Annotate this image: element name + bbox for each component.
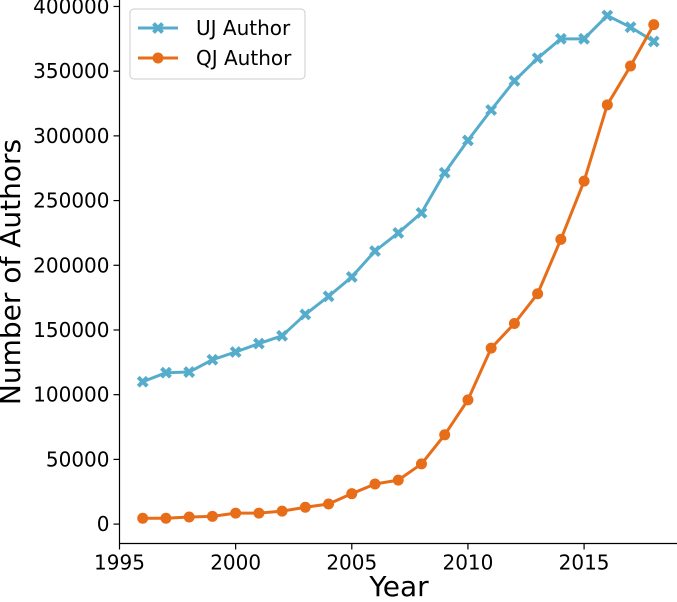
data-point-uj-author [299, 308, 312, 321]
y-tick-label: 0 [97, 512, 110, 536]
x-tick-label: 1995 [94, 551, 145, 575]
data-point-qj-author [323, 498, 335, 510]
data-point-qj-author [276, 505, 288, 517]
data-point-qj-author [555, 233, 567, 245]
data-point-qj-author [578, 175, 590, 187]
data-point-qj-author [346, 488, 358, 500]
data-point-qj-author [625, 60, 637, 72]
y-axis-title: Number of Authors [0, 139, 27, 405]
data-point-uj-author [183, 366, 196, 378]
x-tick-label: 2015 [559, 551, 610, 575]
y-tick-label: 200000 [33, 253, 109, 277]
legend-label-uj-author: UJ Author [196, 16, 291, 40]
series-layer [136, 9, 660, 524]
data-point-uj-author [508, 74, 521, 87]
data-point-uj-author [485, 104, 498, 116]
data-point-uj-author [345, 271, 358, 283]
data-point-qj-author [137, 512, 149, 524]
x-axis-title: Year [368, 570, 429, 602]
data-point-uj-author [554, 32, 567, 45]
data-point-qj-author [369, 478, 381, 490]
data-point-qj-author [648, 19, 660, 31]
y-tick-label: 250000 [33, 189, 109, 213]
data-point-qj-author [415, 458, 427, 470]
data-point-qj-author [230, 507, 242, 519]
data-point-uj-author [136, 375, 149, 388]
data-point-uj-author [160, 366, 172, 379]
legend-entries: UJ Author QJ Author [138, 16, 292, 70]
data-point-uj-author [322, 290, 335, 303]
data-point-qj-author [160, 512, 172, 524]
y-ticks: 0 50000 100000 150000 200000 250000 300000 3500… [33, 0, 120, 536]
data-point-uj-author [252, 337, 265, 350]
data-point-qj-author [532, 288, 544, 300]
data-point-uj-author [578, 32, 590, 45]
data-point-qj-author [439, 429, 451, 441]
legend-marker-qj-author [152, 52, 164, 64]
data-point-uj-author [369, 245, 381, 257]
data-point-uj-author [229, 346, 242, 358]
data-point-qj-author [462, 394, 474, 406]
x-tick-label: 2010 [442, 551, 493, 575]
data-point-qj-author [206, 510, 218, 522]
data-point-uj-author [462, 134, 474, 147]
y-tick-label: 100000 [33, 383, 109, 407]
data-point-uj-author [392, 227, 405, 239]
legend-marker-uj-author [152, 22, 164, 34]
y-tick-label: 300000 [33, 124, 109, 148]
y-tick-label: 350000 [33, 59, 109, 83]
data-point-qj-author [601, 99, 613, 111]
y-tick-label: 50000 [46, 447, 110, 471]
data-point-uj-author [438, 166, 451, 179]
data-point-qj-author [392, 474, 404, 486]
data-point-uj-author [276, 329, 289, 342]
data-point-qj-author [485, 342, 497, 354]
y-tick-label: 400000 [33, 0, 109, 18]
data-point-uj-author [647, 35, 660, 48]
data-point-uj-author [601, 9, 614, 22]
data-point-qj-author [508, 318, 520, 330]
legend: UJ Author QJ Author [129, 8, 306, 80]
plot-area: 0 50000 100000 150000 200000 250000 300000 3500… [33, 0, 677, 575]
series-line-qj-author [142, 23, 656, 520]
data-point-uj-author [531, 52, 544, 65]
data-point-qj-author [253, 507, 265, 519]
x-tick-label: 2005 [326, 551, 377, 575]
data-point-qj-author [299, 501, 311, 513]
x-tick-label: 2000 [210, 551, 261, 575]
data-point-uj-author [624, 21, 637, 34]
legend-label-qj-author: QJ Author [196, 46, 292, 70]
x-ticks: 1995 2000 2005 2010 2015 [94, 543, 610, 575]
data-point-qj-author [183, 511, 195, 523]
data-point-uj-author [206, 353, 219, 366]
data-point-uj-author [415, 206, 428, 219]
y-tick-label: 150000 [33, 318, 109, 342]
